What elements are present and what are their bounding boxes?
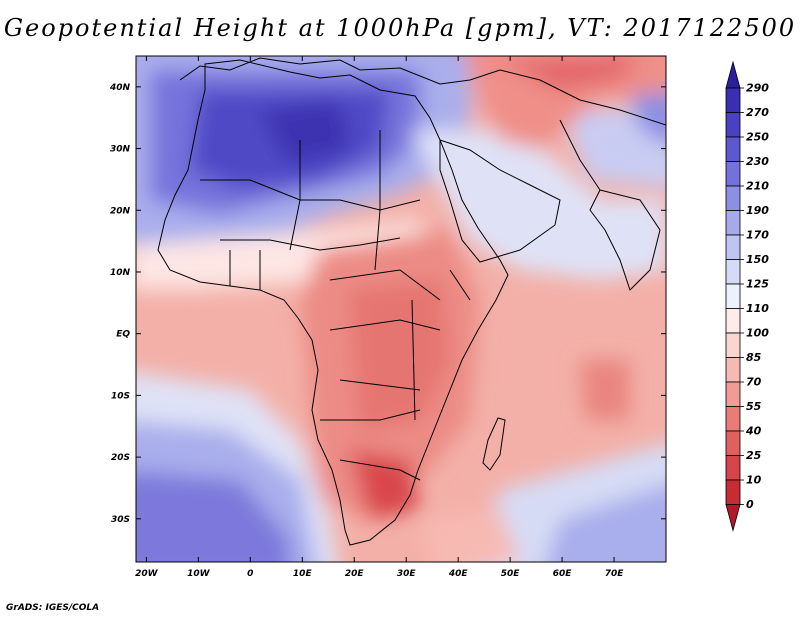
colorbar-label: 100 — [746, 327, 769, 340]
colorbar-label: 40 — [745, 425, 762, 438]
colorbar-segment — [725, 161, 741, 187]
colorbar-segment — [725, 87, 741, 113]
plot-frame — [135, 55, 667, 563]
colorbar-segment — [725, 430, 741, 456]
grads-credit: GrADS: IGES/COLA — [6, 603, 100, 613]
lon-label: 10W — [187, 569, 211, 579]
colorbar-label: 0 — [746, 498, 754, 511]
colorbar-segment — [725, 406, 741, 432]
colorbar-label: 150 — [746, 253, 769, 266]
colorbar-segment — [725, 210, 741, 236]
colorbar-label: 230 — [746, 155, 769, 168]
colorbar-segment — [725, 479, 741, 505]
colorbar-segment — [725, 185, 741, 211]
longitude-axis: 20W 10W 0 10E 20E 30E 40E 50E 60E 70E — [135, 56, 624, 579]
lon-label: 0 — [247, 569, 253, 579]
lat-label: 10S — [111, 391, 130, 401]
lat-label: EQ — [116, 330, 130, 340]
colorbar-label: 85 — [746, 351, 762, 364]
lat-label: 40N — [109, 83, 131, 93]
lon-label: 40E — [448, 569, 469, 579]
lon-label: 50E — [501, 569, 521, 579]
colorbar-segment — [725, 136, 741, 162]
lat-label: 20N — [110, 206, 131, 216]
lon-label: 20W — [135, 569, 159, 579]
colorbar-label: 125 — [746, 278, 769, 291]
colorbar-segment — [725, 381, 741, 407]
lon-label: 10E — [293, 569, 313, 579]
colorbar-label: 250 — [746, 131, 769, 144]
colorbar-label: 210 — [746, 180, 769, 193]
lat-label: 30N — [110, 145, 131, 155]
colorbar-label: 25 — [746, 449, 762, 462]
colorbar-label: 190 — [746, 204, 769, 217]
colorbar-max-arrow — [725, 60, 741, 89]
colorbar-segment — [725, 332, 741, 358]
height-field — [136, 56, 666, 562]
colorbar: 2902702502302101901701501251101008570554… — [725, 60, 769, 533]
lon-label: 30E — [397, 569, 417, 579]
colorbar-label: 110 — [746, 302, 769, 315]
coastlines — [157, 57, 666, 546]
map-title: Geopotential Height at 1000hPa [gpm], VT… — [3, 14, 797, 42]
lon-label: 70E — [605, 569, 625, 579]
lat-label: 30S — [111, 515, 130, 525]
latitude-axis: 40N 30N 20N 10N EQ 10S 20S 30S — [109, 83, 666, 525]
colorbar-label: 290 — [746, 82, 769, 95]
colorbar-label: 170 — [746, 229, 769, 242]
colorbar-segment — [725, 112, 741, 138]
colorbar-label: 10 — [746, 474, 762, 487]
lon-label: 60E — [553, 569, 573, 579]
colorbar-segment — [725, 259, 741, 285]
colorbar-label: 270 — [746, 106, 769, 119]
colorbar-label: 55 — [746, 400, 762, 413]
lon-label: 20E — [345, 569, 365, 579]
lat-label: 20S — [111, 453, 130, 463]
lat-label: 10N — [110, 268, 131, 278]
colorbar-segment — [725, 357, 741, 383]
colorbar-segment — [725, 455, 741, 481]
colorbar-label: 70 — [746, 376, 762, 389]
colorbar-segment — [725, 234, 741, 260]
colorbar-segment — [725, 283, 741, 309]
colorbar-min-arrow — [725, 504, 741, 533]
colorbar-segment — [725, 308, 741, 334]
